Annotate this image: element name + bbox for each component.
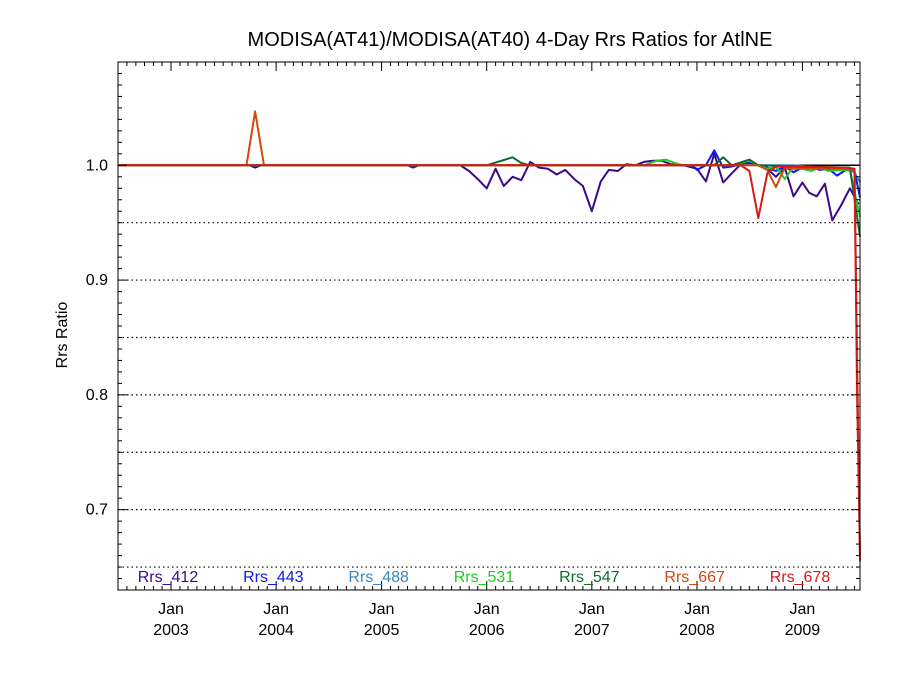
plot-frame: [117, 61, 861, 591]
legend-entry: Rrs_443: [243, 569, 304, 586]
legend-entry: Rrs_678: [770, 569, 831, 586]
y-tick-label: 0.8: [86, 387, 108, 404]
y-tick-label: 0.9: [86, 272, 108, 289]
x-tick-label-month: Jan: [263, 601, 289, 618]
x-tick-label-year: 2008: [679, 622, 715, 639]
series-line-rrs-531: [118, 158, 861, 218]
x-tick-label-month: Jan: [789, 601, 815, 618]
legend-entry: Rrs_667: [664, 569, 725, 586]
series-line-rrs-678: [118, 164, 861, 556]
legend: Rrs_412 Rrs_443 Rrs_488 Rrs_531 Rrs_547 Rrs_6…: [138, 569, 831, 586]
y-tick-label: 1.0: [86, 157, 108, 174]
gridlines: [118, 164, 860, 568]
series-line-rrs-443: [118, 149, 861, 198]
legend-entry: Rrs_412: [138, 569, 199, 586]
y-tick-label: 0.7: [86, 502, 108, 519]
series-lines: [118, 110, 861, 562]
x-tick-label-year: 2009: [785, 622, 821, 639]
x-tick-label-year: 2005: [364, 622, 400, 639]
chart-title: MODISA(AT41)/MODISA(AT40) 4-Day Rrs Rati…: [248, 29, 773, 51]
series-line-rrs-547: [118, 156, 861, 237]
series-line-rrs-412: [118, 152, 860, 222]
x-tick-label-month: Jan: [158, 601, 184, 618]
series-line-rrs-667: [118, 110, 861, 562]
x-tick-label-month: Jan: [369, 601, 395, 618]
legend-entry: Rrs_488: [348, 569, 409, 586]
x-tick-label-month: Jan: [474, 601, 500, 618]
legend-entry: Rrs_547: [559, 569, 620, 586]
legend-entry: Rrs_531: [454, 569, 515, 586]
x-tick-label-year: 2003: [153, 622, 189, 639]
y-axis-label: Rrs Ratio: [54, 302, 71, 369]
x-tick-label-year: 2007: [574, 622, 610, 639]
axis-ticks: 0.7 0.8 0.9 1.0 Jan 2003 Jan 2004 Jan 2005 Jan 2006…: [86, 61, 860, 639]
series-line-rrs-488: [118, 164, 861, 183]
x-tick-label-year: 2004: [258, 622, 294, 639]
x-tick-label-month: Jan: [579, 601, 605, 618]
x-tick-label-year: 2006: [469, 622, 505, 639]
x-tick-label-month: Jan: [684, 601, 710, 618]
